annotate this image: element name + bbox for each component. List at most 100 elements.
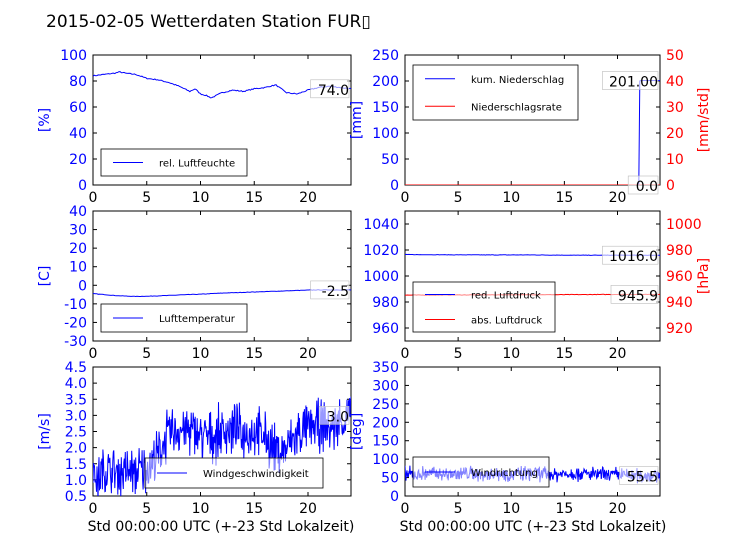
y-tick-label: 100 — [372, 126, 399, 142]
last-value-box — [602, 245, 659, 265]
x-tick-label: 20 — [299, 501, 317, 517]
last-value-box — [602, 71, 659, 90]
x-tick-label: 10 — [192, 501, 210, 517]
x-tick-label: 0 — [401, 346, 410, 362]
x-tick-label: 0 — [89, 190, 98, 206]
x-tick-label: 0 — [401, 190, 410, 206]
series-line-lufttemperatur — [93, 289, 351, 298]
x-tick-label: 20 — [609, 190, 627, 206]
y2-tick-label: 30 — [666, 100, 684, 116]
legend: rel. Luftfeuchte — [100, 148, 248, 177]
plot-frame — [404, 366, 661, 497]
x-tick-label: 5 — [142, 190, 151, 206]
y-tick-label: 1020 — [363, 243, 399, 259]
x-tick-label: 15 — [555, 346, 573, 362]
x-tick-label: 10 — [502, 501, 520, 517]
x-tick-label: 15 — [245, 346, 263, 362]
y-tick-label: 250 — [372, 397, 399, 413]
y-tick-label: 20 — [69, 241, 87, 257]
y-tick-label: 0 — [390, 489, 399, 505]
y2-axis-label: [mm/std] — [696, 88, 712, 153]
y-tick-label: 100 — [372, 452, 399, 468]
x-tick-label: 5 — [142, 346, 151, 362]
panel-humidity: 0 5 10 15 20 0 20 40 60 80 100 [%] rel. Luftfeuchte 7… — [37, 48, 352, 206]
y-tick-label: 1040 — [363, 217, 399, 233]
x-tick-label: 15 — [245, 501, 263, 517]
x-tick-label: 0 — [89, 346, 98, 362]
x-tick-label: 5 — [142, 501, 151, 517]
legend-label: abs. Luftdruck — [471, 316, 542, 327]
y2-tick-label: 10 — [666, 152, 684, 168]
last-value-label: 3.0 — [327, 409, 349, 425]
y-tick-label: 0.5 — [65, 489, 87, 505]
y-tick-label: 2.5 — [65, 425, 87, 441]
y-tick-label: 80 — [69, 74, 87, 90]
x-tick-label: 10 — [192, 190, 210, 206]
y-tick-label: 10 — [69, 260, 87, 276]
y-tick-label: 960 — [372, 321, 399, 337]
last-value-box — [310, 79, 350, 99]
y-tick-label: 50 — [381, 471, 399, 487]
y-tick-label: 1000 — [363, 269, 399, 285]
last-value-box — [310, 280, 350, 300]
panel-pressure: 0 5 10 15 20 960 980 1000 1020 1040 920 940 960 980 10… — [363, 210, 712, 362]
y2-tick-label: 0 — [666, 178, 675, 194]
y-tick-label: -10 — [64, 297, 87, 313]
y-axis-label: [%] — [37, 108, 53, 132]
y-tick-label: 150 — [372, 100, 399, 116]
panel-windspeed: 0 5 10 15 200.51.01.52.02.53.03.54.04.5[m/s]… — [37, 360, 352, 517]
legend-label: rel. Luftfeuchte — [159, 159, 235, 170]
x-tick-label: 15 — [245, 190, 263, 206]
legend-label: Niederschlagsrate — [471, 102, 562, 113]
last-value-box — [610, 285, 659, 304]
x-tick-label: 10 — [502, 190, 520, 206]
y-tick-label: 100 — [60, 48, 87, 64]
y2-tick-label: 980 — [666, 243, 693, 259]
y-tick-label: 4.0 — [65, 376, 87, 392]
last-value-label: 945.9 — [618, 288, 658, 304]
x-tick-label: 10 — [192, 346, 210, 362]
y-axis-label: [m/s] — [37, 413, 53, 450]
y-tick-label: 40 — [69, 126, 87, 142]
y-axis-label: [deg] — [349, 413, 365, 450]
last-value-box — [627, 175, 659, 195]
y-tick-label: 350 — [372, 360, 399, 376]
legend: Windrichtung — [412, 456, 550, 488]
last-value-box — [619, 466, 659, 485]
series-line-rel-luftfeuchte — [93, 71, 351, 99]
y-tick-label: 1.5 — [65, 457, 87, 473]
y-tick-label: 200 — [372, 415, 399, 431]
legend-label: Windrichtung — [471, 468, 538, 479]
y2-axis-label: [hPa] — [696, 258, 712, 294]
x-axis-label-left: Std 00:00:00 UTC (+-23 Std Lokalzeit) — [88, 519, 355, 535]
last-value-label: 55.5 — [627, 470, 658, 486]
x-tick-label: 5 — [454, 190, 463, 206]
x-tick-label: 0 — [89, 501, 98, 517]
x-tick-label: 15 — [555, 190, 573, 206]
y-tick-label: -30 — [64, 334, 87, 350]
y-tick-label: 3.0 — [65, 408, 87, 424]
last-value-label: -2.5 — [322, 284, 349, 300]
y2-tick-label: 940 — [666, 295, 693, 311]
legend-box — [412, 64, 579, 121]
y-tick-label: 200 — [372, 74, 399, 90]
legend-box — [412, 281, 556, 333]
legend-label: kum. Niederschlag — [471, 75, 564, 86]
y-tick-label: 0 — [390, 178, 399, 194]
x-tick-label: 20 — [609, 346, 627, 362]
y-tick-label: 4.5 — [65, 360, 87, 376]
last-value-label: 74.0 — [318, 83, 349, 99]
y2-tick-label: 920 — [666, 321, 693, 337]
last-value-label: 1016.0 — [609, 249, 658, 265]
y2-tick-label: 20 — [666, 126, 684, 142]
y-tick-label: 2.0 — [65, 441, 87, 457]
legend-label: Lufttemperatur — [159, 314, 236, 325]
y-tick-label: 20 — [69, 152, 87, 168]
legend: Lufttemperatur — [100, 303, 248, 333]
x-tick-label: 5 — [454, 501, 463, 517]
legend: red. Luftdruck abs. Luftdruck — [412, 281, 556, 333]
y-tick-label: 1.0 — [65, 473, 87, 489]
last-value-label: 0.0 — [636, 179, 658, 195]
plot-frame — [92, 210, 352, 342]
